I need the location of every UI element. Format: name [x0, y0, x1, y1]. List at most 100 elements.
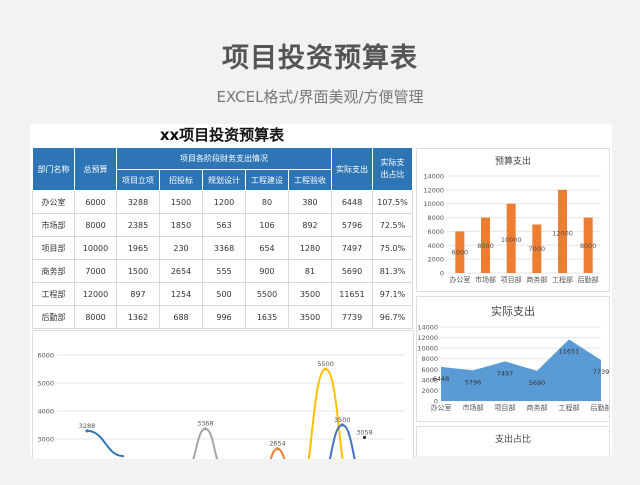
table-row: 商务部 7000 1500 2654 555 900 81 5690 81.3%: [32, 259, 413, 283]
area-ytick-label: 4000: [421, 376, 438, 384]
budget-table: 部门名称 总预算 项目各阶段财务支出情况 实际支出 实际支出占比 项目立项 招投…: [32, 147, 413, 329]
area-category-label: 后勤部: [591, 403, 610, 412]
area-data-label: 11651: [559, 347, 580, 355]
line-point: [275, 447, 280, 451]
header-ratio: 实际支出占比: [372, 147, 413, 191]
header-dept: 部门名称: [32, 147, 75, 191]
header-stage-4: 工程建设: [245, 169, 289, 191]
cell-stage-3: 1200: [202, 190, 246, 214]
cell-ratio: 97.1%: [372, 282, 413, 306]
area-data-label: 7497: [497, 369, 514, 377]
cell-stage-1: 1965: [116, 236, 160, 260]
bar-data-label: 12000: [552, 230, 573, 238]
stage-line-chart-panel: 3000 4000 5000 6000 3288 3368 2654 5500 3500 3058: [32, 330, 414, 485]
table-row: 工程部 12000 897 1254 500 5500 3500 11651 97.1%: [32, 282, 413, 306]
cell-actual: 5690: [331, 259, 373, 283]
cell-stage-1: 2385: [116, 213, 160, 237]
line-ytick-label: 3000: [37, 436, 54, 444]
cell-stage-3: 563: [202, 213, 246, 237]
area-data-label: 7739: [593, 368, 609, 376]
cell-actual: 7497: [331, 236, 373, 260]
line-series-0: [86, 429, 125, 458]
actual-area-chart-panel: 实际支出 0 2000 4000 6000 8000 10000 12000 14000 644…: [416, 296, 612, 422]
budget-chart-title: 预算支出: [494, 157, 531, 167]
line-ytick-label: 5000: [37, 380, 54, 388]
table-row: 市场部 8000 2385 1850 563 106 892 5796 72.5%: [32, 213, 413, 237]
bar-mark: [532, 224, 542, 273]
area-ytick-label: 8000: [421, 355, 438, 363]
bar-ytick-label: 2000: [427, 256, 444, 264]
cell-actual: 6448: [331, 190, 373, 214]
cell-dept: 办公室: [32, 190, 75, 214]
cell-ratio: 75.0%: [372, 236, 413, 260]
line-point: [85, 429, 89, 433]
line-series-1: [186, 427, 225, 471]
area-series-fill: [441, 339, 601, 401]
bar-mark: [481, 217, 490, 273]
cell-ratio: 107.5%: [372, 190, 413, 214]
cell-stage-1: 1362: [116, 305, 160, 329]
cell-budget: 8000: [74, 305, 117, 329]
table-row: 后勤部 8000 1362 688 996 1635 3500 7739 96.7%: [32, 305, 413, 329]
bar-category-label: 后勤部: [578, 275, 599, 284]
cell-stage-4: 654: [245, 236, 289, 260]
area-data-label: 5796: [465, 378, 482, 386]
bar-ytick-label: 8000: [427, 214, 444, 222]
bar-mark: [506, 203, 516, 273]
area-ytick-label: 14000: [417, 324, 438, 332]
bar-ytick-label: 4000: [427, 242, 444, 250]
area-category-label: 工程部: [559, 403, 580, 412]
bar-data-label: 8000: [477, 242, 494, 250]
cell-dept: 商务部: [32, 259, 75, 283]
bar-data-label: 6000: [452, 248, 469, 256]
header-stage-1: 项目立项: [116, 169, 160, 191]
bar-data-label: 8000: [580, 242, 597, 250]
header-stage-3: 规划设计: [202, 169, 246, 191]
header-actual: 实际支出: [331, 147, 373, 191]
cell-stage-2: 1254: [159, 282, 203, 306]
bar-ytick-label: 14000: [423, 173, 444, 181]
line-point: [362, 435, 367, 439]
line-data-label: 3500: [334, 416, 351, 424]
table-row: 项目部 10000 1965 230 3368 654 1280 7497 75.0%: [32, 236, 413, 260]
bar-mark: [583, 217, 593, 273]
cell-stage-5: 3500: [288, 305, 332, 329]
line-data-label: 2654: [269, 440, 286, 448]
line-data-label: 3058: [356, 428, 373, 436]
sheet-title: xx项目投资预算表: [159, 126, 285, 144]
area-category-label: 项目部: [495, 403, 516, 412]
bar-ytick-label: 0: [440, 270, 444, 278]
line-ytick-label: 4000: [37, 408, 54, 416]
line-data-label: 3288: [79, 422, 96, 430]
cell-stage-3: 555: [202, 259, 246, 283]
area-ytick-label: 10000: [417, 345, 438, 353]
cell-dept: 市场部: [32, 213, 75, 237]
budget-bar-chart-panel: 预算支出 0 2000 4000 6000 8000 10000 12000 14000 600…: [416, 148, 610, 292]
bar-data-label: 10000: [501, 236, 522, 244]
budget-table-body: 办公室 6000 3288 1500 1200 80 380 6448 107.5% 市场部 800…: [32, 190, 413, 329]
cell-ratio: 96.7%: [372, 305, 413, 329]
cell-stage-5: 81: [288, 259, 332, 283]
cell-stage-4: 80: [245, 190, 289, 214]
actual-area-chart: 0 2000 4000 6000 8000 10000 12000 14000 6448 办公室 5…: [417, 324, 611, 413]
actual-chart-title: 实际支出: [491, 305, 535, 318]
area-category-label: 商务部: [527, 403, 548, 412]
cell-stage-3: 3368: [202, 236, 246, 260]
cell-stage-1: 897: [116, 282, 160, 306]
area-category-label: 办公室: [431, 403, 452, 412]
line-data-label: 3368: [197, 420, 214, 428]
line-data-label: 5500: [317, 360, 334, 368]
cell-stage-3: 500: [202, 282, 246, 306]
header-stage-2: 招投标: [159, 169, 203, 191]
bar-category-label: 市场部: [475, 275, 496, 284]
cell-stage-2: 1500: [159, 190, 203, 214]
cell-stage-2: 688: [159, 305, 203, 329]
cell-stage-5: 892: [288, 213, 332, 237]
cell-dept: 工程部: [32, 282, 75, 306]
cell-stage-2: 230: [159, 236, 203, 260]
bar-category-label: 商务部: [526, 275, 547, 284]
cell-stage-2: 2654: [159, 259, 203, 283]
line-ytick-label: 6000: [37, 352, 54, 360]
cell-budget: 12000: [74, 282, 117, 306]
cell-stage-5: 3500: [288, 282, 332, 306]
